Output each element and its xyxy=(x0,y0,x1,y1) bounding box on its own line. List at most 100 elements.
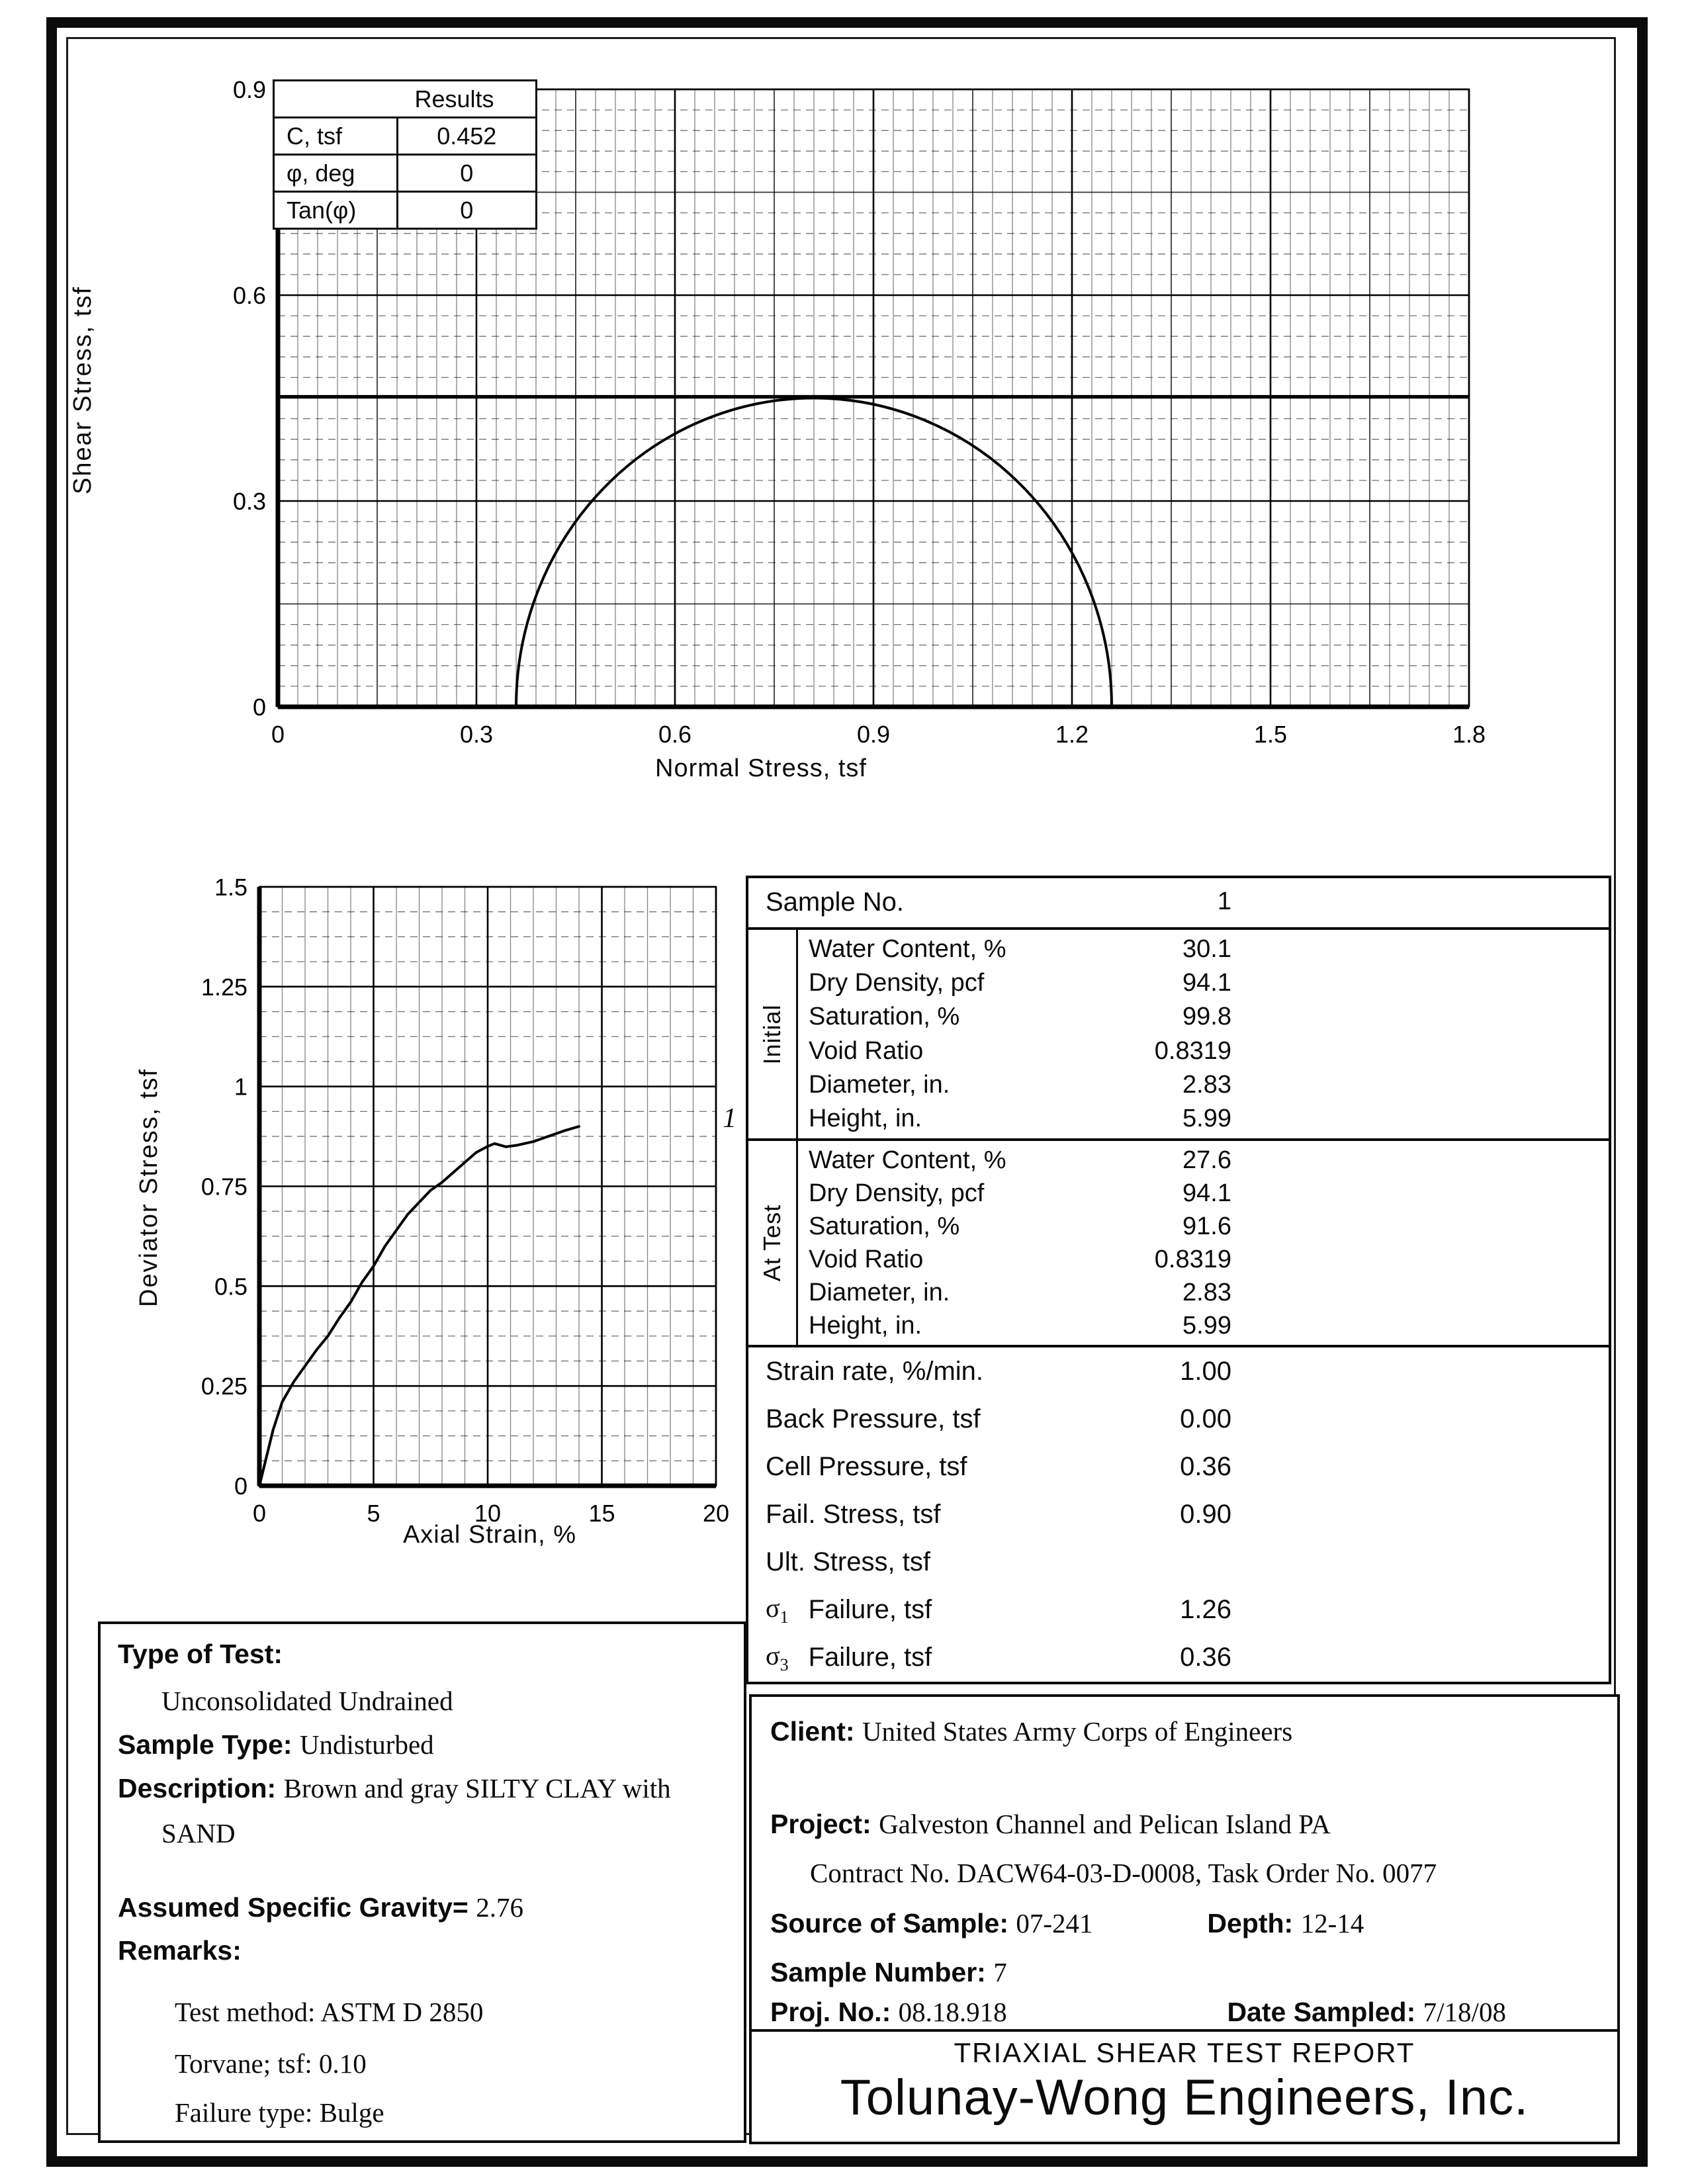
tan-phi-value: 0 xyxy=(396,191,538,230)
cohesion-value: 0.452 xyxy=(396,116,538,156)
table-row: Strain rate, %/min. 1.00 xyxy=(748,1347,1609,1395)
row-value: 0.8319 xyxy=(1154,1036,1231,1065)
strain-x-axis-title: Axial Strain, % xyxy=(402,1521,577,1549)
initial-strip: Initial xyxy=(748,930,798,1138)
table-row: Back Pressure, tsf 0.00 xyxy=(748,1395,1609,1443)
mohr-x-axis-title: Normal Stress, tsf xyxy=(655,754,867,782)
date-sampled-label: Date Sampled: xyxy=(1227,1997,1416,2027)
row-value: 2.83 xyxy=(1182,1278,1231,1306)
project-row: Project: Galveston Channel and Pelican I… xyxy=(770,1808,1604,1840)
sample-type-value: Undisturbed xyxy=(299,1729,434,1760)
svg-text:0.6: 0.6 xyxy=(233,282,266,309)
sample-data-table: Sample No. 1 Initial Water Content, % 30… xyxy=(746,876,1611,1684)
row-label: Failure, tsf xyxy=(808,1643,932,1672)
proj-no-value: 08.18.918 xyxy=(898,1997,1007,2027)
row-label: Strain rate, %/min. xyxy=(766,1356,984,1386)
tan-phi-label: Tan(φ) xyxy=(273,191,398,230)
depth-value: 12-14 xyxy=(1300,1908,1364,1938)
svg-text:20: 20 xyxy=(703,1500,729,1527)
client-value: United States Army Corps of Engineers xyxy=(862,1716,1293,1747)
svg-text:0.3: 0.3 xyxy=(460,721,493,748)
row-label: Height, in. xyxy=(809,1311,922,1340)
phi-label: φ, deg xyxy=(273,154,398,193)
page-border-outer xyxy=(46,17,1648,2167)
table-row: Tan(φ) 0 xyxy=(273,191,538,230)
svg-text:5: 5 xyxy=(367,1500,380,1527)
svg-text:0.5: 0.5 xyxy=(214,1273,247,1300)
row-label: Void Ratio xyxy=(809,1245,924,1273)
row-label: Ult. Stress, tsf xyxy=(766,1547,930,1577)
phi-value: 0 xyxy=(396,154,538,193)
sigma1-symbol: σ1 xyxy=(766,1593,789,1627)
specific-gravity-row: Assumed Specific Gravity= 2.76 xyxy=(118,1891,737,1923)
source-depth-row: Source of Sample: 07-241 Depth: 12-14 xyxy=(770,1907,1604,1939)
type-of-test-label: Type of Test: xyxy=(118,1639,283,1669)
table-row: Height, in. 5.99 xyxy=(798,1309,1609,1342)
row-value: 30.1 xyxy=(1182,935,1231,964)
table-row: Dry Density, pcf 94.1 xyxy=(798,1177,1609,1210)
row-value: 5.99 xyxy=(1182,1104,1231,1132)
remark-torvane: Torvane; tsf: 0.10 xyxy=(175,2048,367,2079)
svg-text:10: 10 xyxy=(474,1500,501,1527)
svg-text:1.25: 1.25 xyxy=(201,974,247,1001)
company-name: Tolunay-Wong Engineers, Inc. xyxy=(840,2070,1529,2126)
title-block-divider xyxy=(752,2029,1617,2032)
report-title: TRIAXIAL SHEAR TEST REPORT xyxy=(954,2037,1415,2068)
row-label: Diameter, in. xyxy=(809,1070,950,1099)
table-row: Fail. Stress, tsf 0.90 xyxy=(748,1490,1609,1538)
row-label: Failure, tsf xyxy=(808,1595,932,1625)
row-label: Water Content, % xyxy=(809,1146,1006,1174)
table-row: Height, in. 5.99 xyxy=(798,1102,1609,1136)
depth-label: Depth: xyxy=(1207,1908,1294,1938)
client-row: Client: United States Army Corps of Engi… xyxy=(770,1715,1604,1747)
mohr-y-axis-title: Shear Stress, tsf xyxy=(69,286,97,495)
proj-no-label: Proj. No.: xyxy=(770,1997,891,2027)
row-label: Saturation, % xyxy=(809,1212,960,1240)
table-row: Results xyxy=(273,79,537,118)
row-value: 0.00 xyxy=(1180,1404,1231,1433)
sigma3-symbol: σ3 xyxy=(766,1641,789,1675)
row-value: 2.83 xyxy=(1182,1070,1231,1099)
row-label: Back Pressure, tsf xyxy=(766,1404,981,1433)
svg-text:15: 15 xyxy=(588,1500,615,1527)
cohesion-label: C, tsf xyxy=(273,116,398,156)
svg-text:1.8: 1.8 xyxy=(1452,721,1486,748)
row-value: 99.8 xyxy=(1182,1003,1231,1031)
table-row: Dry Density, pcf 94.1 xyxy=(798,966,1609,1000)
mohr-circle-chart: 0 0.3 0.6 0.9 1.2 1.5 1.8 0 0.3 0.6 0.9 xyxy=(233,76,1486,748)
description-value-line1: Brown and gray SILTY CLAY with xyxy=(283,1773,671,1803)
results-table: Results C, tsf 0.452 φ, deg 0 Tan(φ) 0 xyxy=(273,79,538,230)
source-of-sample-label: Source of Sample: xyxy=(770,1908,1008,1938)
project-title-block: Client: United States Army Corps of Engi… xyxy=(749,1694,1620,2144)
specific-gravity-label: Assumed Specific Gravity= xyxy=(118,1892,468,1923)
date-sampled-value: 7/18/08 xyxy=(1423,1997,1506,2027)
project-value: Galveston Channel and Pelican Island PA xyxy=(879,1809,1331,1839)
table-row: Saturation, % 91.6 xyxy=(798,1210,1609,1243)
table-row: Void Ratio 0.8319 xyxy=(798,1243,1609,1276)
description-value-line2: SAND xyxy=(161,1818,236,1848)
table-row: Diameter, in. 2.83 xyxy=(798,1068,1609,1102)
row-value: 91.6 xyxy=(1182,1212,1231,1240)
row-label: Void Ratio xyxy=(809,1036,924,1065)
row-label: Dry Density, pcf xyxy=(809,969,985,997)
table-row: Saturation, % 99.8 xyxy=(798,1000,1609,1034)
sample-type-row: Sample Type: Undisturbed xyxy=(118,1729,737,1760)
row-label: Height, in. xyxy=(809,1104,922,1132)
initial-label: Initial xyxy=(758,1003,785,1065)
table-row: Sample No. 1 xyxy=(748,878,1609,930)
table-row: Ult. Stress, tsf xyxy=(748,1539,1609,1586)
svg-text:0.9: 0.9 xyxy=(857,721,890,748)
description-label: Description: xyxy=(118,1773,277,1803)
row-label: Cell Pressure, tsf xyxy=(766,1451,967,1481)
svg-text:1.2: 1.2 xyxy=(1055,721,1089,748)
svg-text:0.25: 0.25 xyxy=(201,1373,247,1400)
sample-number-value: 7 xyxy=(993,1957,1007,1987)
table-row: Diameter, in. 2.83 xyxy=(798,1276,1609,1309)
table-row: Cell Pressure, tsf 0.36 xyxy=(748,1443,1609,1490)
description-row: Description: Brown and gray SILTY CLAY w… xyxy=(118,1772,737,1804)
results-header: Results xyxy=(273,79,537,118)
table-row: φ, deg 0 xyxy=(273,154,538,193)
svg-text:0.9: 0.9 xyxy=(233,76,266,103)
table-row: Void Ratio 0.8319 xyxy=(798,1034,1609,1068)
